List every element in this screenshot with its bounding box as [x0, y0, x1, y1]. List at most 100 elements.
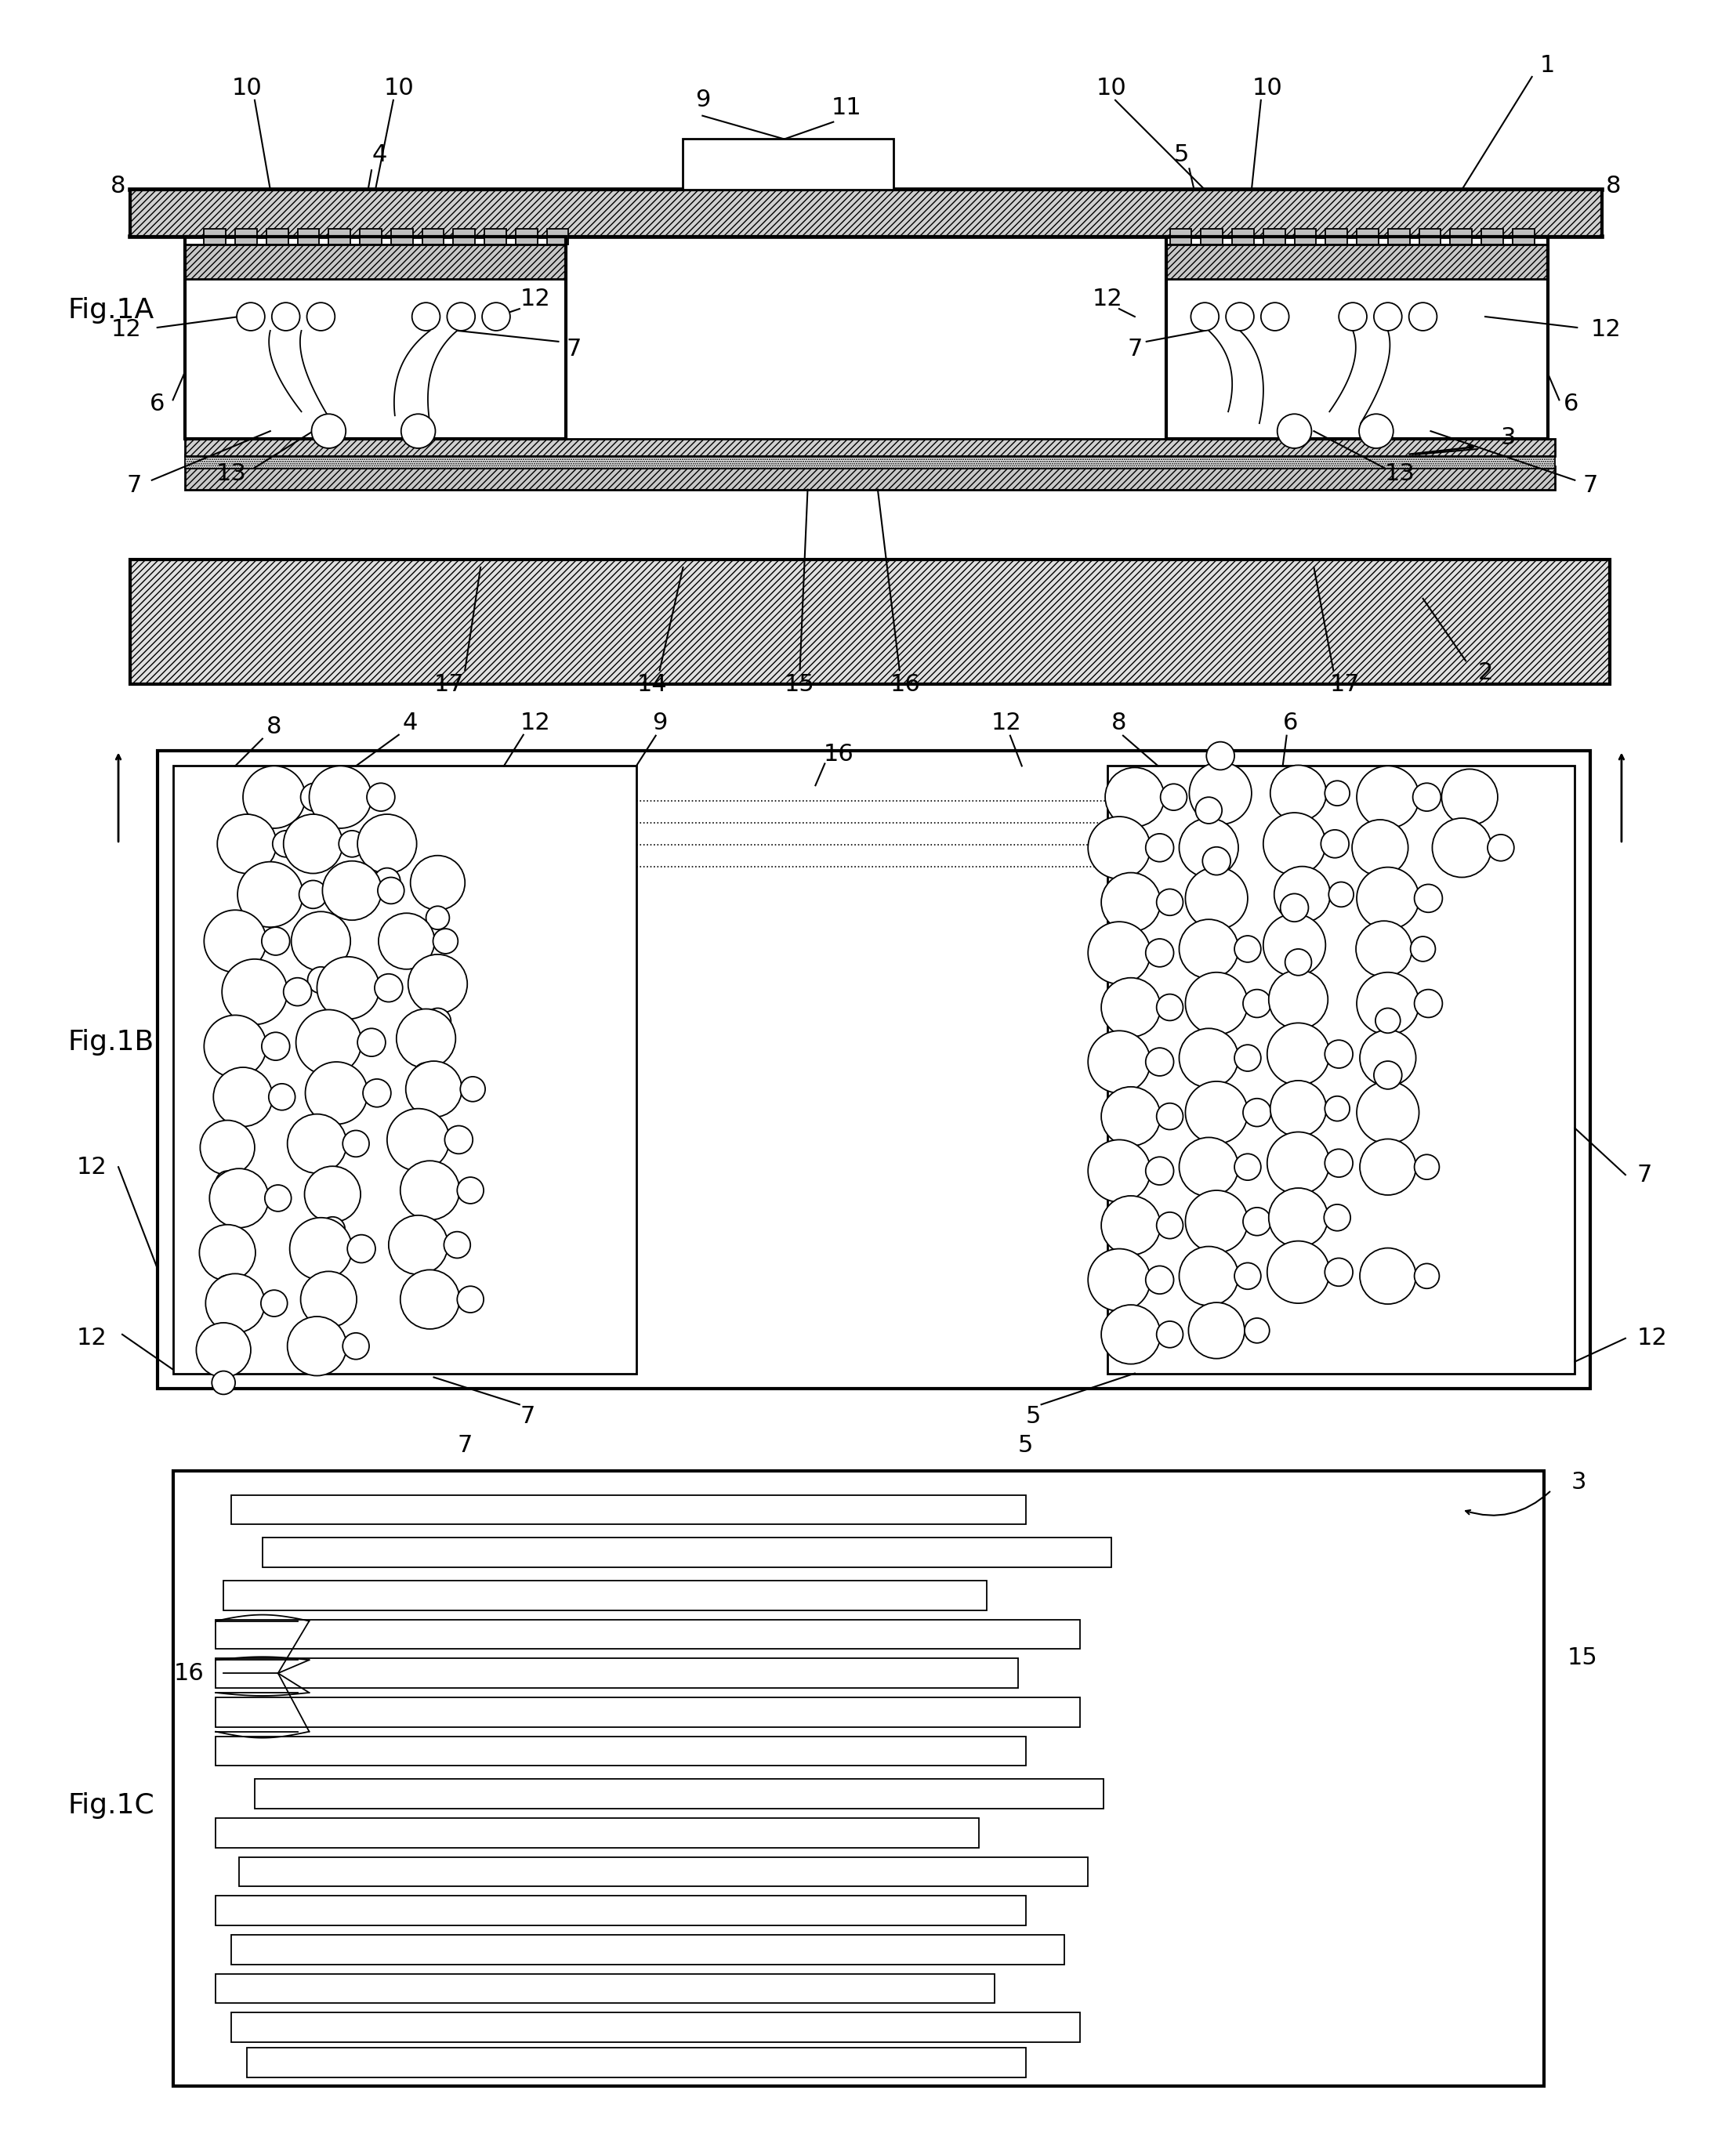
Circle shape	[457, 1286, 484, 1312]
Circle shape	[375, 974, 403, 1002]
Circle shape	[323, 861, 382, 921]
Circle shape	[1234, 1263, 1260, 1289]
Bar	[1326, 229, 1347, 244]
Text: 1: 1	[1540, 53, 1555, 77]
Circle shape	[448, 303, 476, 331]
Circle shape	[1088, 1139, 1151, 1201]
Circle shape	[1186, 972, 1248, 1034]
Circle shape	[215, 1276, 240, 1299]
Circle shape	[342, 1130, 370, 1156]
Bar	[1201, 229, 1222, 244]
Circle shape	[1356, 921, 1411, 977]
Text: Fig.1C: Fig.1C	[68, 1793, 155, 1819]
Text: 4: 4	[403, 712, 418, 735]
Circle shape	[457, 1177, 484, 1203]
Circle shape	[1375, 1009, 1401, 1032]
Circle shape	[1359, 1030, 1417, 1086]
Circle shape	[212, 1372, 234, 1395]
Circle shape	[1410, 303, 1437, 331]
Circle shape	[1156, 1321, 1182, 1348]
Bar	[1481, 229, 1503, 244]
Circle shape	[373, 868, 401, 895]
Text: 3: 3	[1571, 1470, 1587, 1494]
Bar	[1295, 229, 1316, 244]
Circle shape	[1088, 816, 1151, 878]
Circle shape	[1101, 1306, 1160, 1363]
Circle shape	[1088, 921, 1151, 983]
Bar	[391, 229, 413, 244]
Circle shape	[1432, 818, 1491, 878]
Text: 13: 13	[1384, 462, 1415, 485]
Text: 10: 10	[1252, 77, 1283, 100]
Circle shape	[1359, 1139, 1417, 1195]
Text: 12: 12	[991, 712, 1021, 735]
Circle shape	[1191, 303, 1219, 331]
Circle shape	[196, 1323, 250, 1376]
Circle shape	[292, 912, 351, 970]
Circle shape	[316, 1323, 340, 1346]
Text: 12: 12	[76, 1327, 106, 1351]
Text: 13: 13	[215, 462, 247, 485]
Bar	[215, 1819, 979, 1849]
Circle shape	[1146, 1047, 1174, 1075]
Bar	[231, 1934, 1064, 1964]
Circle shape	[214, 1066, 273, 1126]
Circle shape	[1271, 1081, 1326, 1137]
Bar	[184, 466, 1555, 489]
Text: 10: 10	[384, 77, 413, 100]
Circle shape	[444, 1231, 470, 1259]
Circle shape	[1373, 1062, 1403, 1090]
Circle shape	[1146, 1265, 1174, 1293]
Bar	[484, 229, 507, 244]
Bar	[1512, 229, 1535, 244]
Circle shape	[1186, 868, 1248, 930]
Circle shape	[205, 1015, 266, 1077]
Circle shape	[262, 1032, 290, 1060]
Text: 3: 3	[1502, 425, 1516, 449]
Circle shape	[290, 1218, 352, 1280]
Circle shape	[1260, 303, 1288, 331]
Text: 16: 16	[174, 1663, 205, 1684]
Circle shape	[260, 1291, 288, 1316]
Circle shape	[1243, 1207, 1271, 1235]
Circle shape	[358, 1028, 385, 1056]
Circle shape	[401, 415, 436, 449]
Text: 7: 7	[127, 474, 142, 498]
Circle shape	[1358, 868, 1418, 930]
Text: 16: 16	[891, 673, 920, 695]
Circle shape	[1373, 303, 1403, 331]
Circle shape	[401, 1160, 460, 1220]
Text: 5: 5	[1026, 1404, 1042, 1428]
Circle shape	[1358, 1081, 1418, 1143]
Circle shape	[1274, 865, 1330, 923]
Text: 7: 7	[1583, 474, 1597, 498]
Circle shape	[304, 1167, 361, 1222]
Circle shape	[387, 1109, 450, 1171]
Circle shape	[288, 1316, 347, 1376]
Circle shape	[1156, 889, 1182, 915]
Circle shape	[1179, 1137, 1238, 1197]
Text: Fig.1A: Fig.1A	[68, 297, 155, 323]
Bar	[130, 190, 1602, 237]
Text: 10: 10	[1095, 77, 1127, 100]
Circle shape	[299, 880, 326, 908]
Bar	[266, 229, 288, 244]
Circle shape	[411, 303, 439, 331]
Circle shape	[401, 1269, 460, 1329]
Circle shape	[342, 1333, 370, 1359]
Circle shape	[1101, 979, 1160, 1036]
Text: 12: 12	[1092, 286, 1123, 310]
Text: 7: 7	[457, 1434, 472, 1457]
Circle shape	[307, 966, 333, 994]
Text: 8: 8	[1111, 712, 1127, 735]
Circle shape	[238, 861, 304, 927]
Bar	[1450, 229, 1472, 244]
Bar	[174, 1470, 1543, 2086]
Circle shape	[1415, 1154, 1439, 1180]
Circle shape	[318, 957, 378, 1019]
Circle shape	[205, 910, 266, 972]
Text: 7: 7	[1127, 338, 1142, 361]
Circle shape	[300, 782, 328, 812]
Circle shape	[366, 782, 394, 812]
Text: 11: 11	[832, 96, 861, 120]
